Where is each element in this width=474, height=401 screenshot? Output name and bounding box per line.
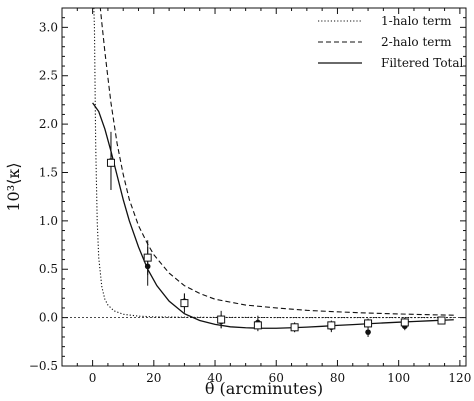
x-tick-label: 0 xyxy=(89,371,97,385)
ticks-layer: 0 20 40 60 80 100 120 −0.5 0.0 0.5 1.0 1.5 2.0 2.5 3.0 xyxy=(29,7,471,385)
y-tick-label: 0.0 xyxy=(39,311,58,325)
legend-label: Filtered Total xyxy=(381,56,464,70)
data-point-square xyxy=(290,323,299,332)
x-tick-label: 40 xyxy=(207,371,222,385)
data-point-square xyxy=(437,316,446,325)
data-point-square xyxy=(106,158,115,167)
series-line-solid xyxy=(92,102,454,329)
data-point-square xyxy=(143,253,152,262)
x-tick-label: 60 xyxy=(269,371,284,385)
x-tick-label: 100 xyxy=(387,371,410,385)
y-tick-label: 1.5 xyxy=(39,165,58,179)
data-point-circle xyxy=(365,329,371,335)
data-points-layer xyxy=(106,131,446,337)
data-point-square xyxy=(400,318,409,327)
x-tick-label: 80 xyxy=(330,371,345,385)
y-tick-label: 2.5 xyxy=(39,69,58,83)
series-layer xyxy=(92,8,454,329)
y-tick-label: 0.5 xyxy=(39,262,58,276)
y-tick-label: 2.0 xyxy=(39,117,58,131)
data-point-square xyxy=(327,321,336,330)
y-axis-label: 10³⟨κ⟩ xyxy=(4,162,23,211)
y-tick-label: 3.0 xyxy=(39,20,58,34)
x-axis-label: θ (arcminutes) xyxy=(205,379,323,398)
data-point-square xyxy=(180,299,189,308)
y-tick-label: 1.0 xyxy=(39,214,58,228)
series-line-dotted xyxy=(93,8,454,319)
legend: 1-halo term 2-halo term Filtered Total xyxy=(318,14,464,70)
y-tick-label: −0.5 xyxy=(29,359,58,373)
data-point-square xyxy=(253,321,262,330)
x-tick-label: 20 xyxy=(146,371,161,385)
plot-frame xyxy=(61,7,467,367)
legend-label: 1-halo term xyxy=(381,14,452,28)
data-point-square xyxy=(364,319,373,328)
series-line-dashed xyxy=(99,8,454,316)
legend-label: 2-halo term xyxy=(381,35,452,49)
data-point-square xyxy=(217,315,226,324)
x-tick-label: 120 xyxy=(448,371,471,385)
